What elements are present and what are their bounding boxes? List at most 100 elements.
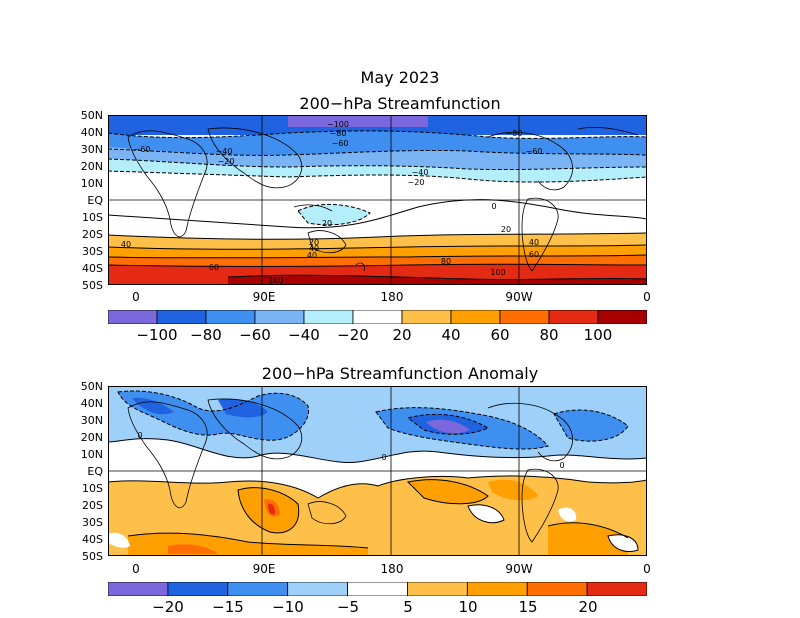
lat-label: 40S <box>82 533 103 546</box>
colorbar-label: 100 <box>583 326 613 344</box>
contour-label: −60 <box>332 139 349 148</box>
contour-label: 100 <box>490 268 505 277</box>
contour-label: −60 <box>526 147 543 156</box>
lat-label: 30S <box>82 516 103 529</box>
contour-label: 100 <box>268 276 283 285</box>
lat-label: EQ <box>87 465 103 478</box>
contour-label: −40 <box>216 147 233 156</box>
colorbar-swatch <box>586 582 647 596</box>
top-colorbar <box>108 310 647 324</box>
figure-title: May 2023 <box>360 68 440 87</box>
lon-label: 180 <box>380 290 404 304</box>
contour-label: 60 <box>529 250 539 259</box>
top-panel-title: 200−hPa Streamfunction <box>299 94 501 113</box>
lat-label: 10N <box>80 177 103 190</box>
lat-label: 10N <box>80 448 103 461</box>
contour-label: 0 <box>137 431 142 440</box>
contour-label: 20 <box>322 219 332 228</box>
colorbar-swatch <box>287 582 348 596</box>
colorbar-swatch <box>167 582 229 596</box>
contour-label: 40 <box>309 244 319 253</box>
colorbar-label: 40 <box>441 326 461 344</box>
lat-label: EQ <box>87 194 103 207</box>
colorbar-swatch <box>205 310 256 324</box>
colorbar-label: −60 <box>239 326 271 344</box>
contour-label: −60 <box>134 145 151 154</box>
colorbar-swatch <box>401 310 452 324</box>
lon-label: 180 <box>380 562 404 576</box>
lat-label: 20S <box>82 228 103 241</box>
contour-label: 40 <box>307 251 317 260</box>
colorbar-label: −20 <box>152 598 184 616</box>
colorbar-swatch <box>597 310 647 324</box>
contour-label: 40 <box>121 240 131 249</box>
contour-label: 80 <box>441 257 451 266</box>
lat-label: 50N <box>80 109 103 122</box>
contour-label: −20 <box>218 157 235 166</box>
lat-label: 40N <box>80 126 103 139</box>
lon-label: 0 <box>643 562 651 576</box>
lon-label: 0 <box>643 290 651 304</box>
lat-label: 30S <box>82 245 103 258</box>
bottom-panel-title: 200−hPa Streamfunction Anomaly <box>261 364 539 383</box>
colorbar-swatch <box>347 582 408 596</box>
contour-label: 0 <box>559 461 564 470</box>
colorbar-label: −40 <box>288 326 320 344</box>
colorbar-swatch <box>227 582 289 596</box>
colorbar-label: −80 <box>190 326 222 344</box>
contour-label: −20 <box>408 178 425 187</box>
lon-label: 90W <box>505 290 533 304</box>
bottom-map: 0 0 0 <box>108 386 647 556</box>
lon-label: 0 <box>132 562 140 576</box>
colorbar-label: 80 <box>539 326 559 344</box>
colorbar-label: 60 <box>490 326 510 344</box>
contour-label: 20 <box>309 238 319 247</box>
lat-label: 20N <box>80 431 103 444</box>
colorbar-swatch <box>303 310 354 324</box>
colorbar-label: −100 <box>136 326 178 344</box>
contour-label: 20 <box>501 225 511 234</box>
colorbar-label: −5 <box>336 598 360 616</box>
lat-label: 40N <box>80 397 103 410</box>
colorbar-swatch <box>108 582 169 596</box>
contour-label: 40 <box>529 238 539 247</box>
lat-label: 50S <box>82 279 103 292</box>
colorbar-swatch <box>526 582 588 596</box>
contour-label: −100 <box>327 120 349 129</box>
contour-label: −40 <box>412 168 429 177</box>
colorbar-swatch <box>407 582 468 596</box>
lat-label: 30N <box>80 143 103 156</box>
colorbar-label: −15 <box>212 598 244 616</box>
colorbar-swatch <box>499 310 550 324</box>
colorbar-label: 10 <box>458 598 478 616</box>
lat-label: 40S <box>82 262 103 275</box>
top-map: −100 −80 −60 −60 −80 −60 −40 −20 −40 −20… <box>108 115 647 285</box>
colorbar-label: 20 <box>578 598 598 616</box>
contour-label: 0 <box>381 453 386 462</box>
colorbar-label: 15 <box>518 598 538 616</box>
colorbar-swatch <box>254 310 305 324</box>
colorbar-swatch <box>548 310 599 324</box>
lat-label: 20S <box>82 499 103 512</box>
colorbar-swatch <box>108 310 158 324</box>
colorbar-swatch <box>450 310 501 324</box>
lon-label: 90E <box>252 562 276 576</box>
contour-label: 60 <box>209 263 219 272</box>
colorbar-label: −20 <box>337 326 369 344</box>
lat-label: 30N <box>80 414 103 427</box>
contour-label: 0 <box>491 202 496 211</box>
lat-label: 50N <box>80 380 103 393</box>
lat-label: 20N <box>80 160 103 173</box>
colorbar-swatch <box>156 310 207 324</box>
contour-label: −80 <box>330 129 347 138</box>
lat-label: 50S <box>82 550 103 563</box>
colorbar-label: −10 <box>272 598 304 616</box>
lon-label: 90W <box>505 562 533 576</box>
colorbar-label: 20 <box>392 326 412 344</box>
lon-label: 0 <box>132 290 140 304</box>
bottom-colorbar <box>108 582 647 596</box>
lat-label: 10S <box>82 211 103 224</box>
colorbar-swatch <box>466 582 528 596</box>
lon-label: 90E <box>252 290 276 304</box>
contour-label: −80 <box>506 129 523 138</box>
